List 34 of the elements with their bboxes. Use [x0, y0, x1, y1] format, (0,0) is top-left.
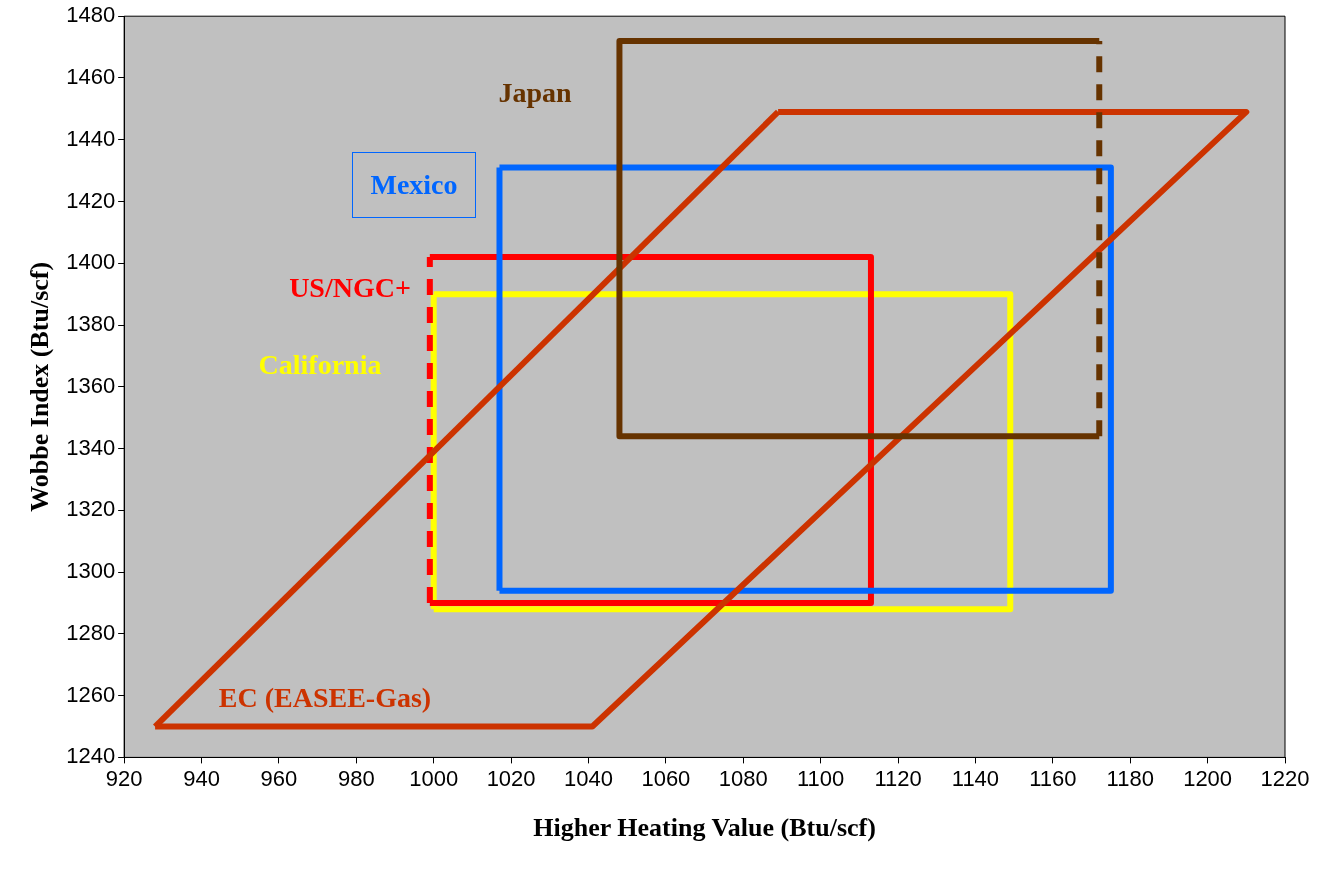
x-tick-label: 1080	[718, 765, 768, 791]
x-tick-label: 980	[337, 765, 375, 791]
y-tick-label: 1260	[66, 681, 116, 707]
x-tick-label: 1160	[1029, 765, 1077, 791]
series-label: Mexico	[352, 152, 476, 218]
y-tick-label: 1360	[66, 372, 116, 398]
y-tick-label: 1280	[66, 619, 116, 645]
x-tick-label: 1100	[797, 765, 845, 791]
series-label: Japan	[498, 77, 572, 109]
y-tick-label: 1420	[66, 187, 116, 213]
x-tick-label: 1000	[409, 765, 459, 791]
text: California	[258, 349, 382, 381]
x-tick-label: 1180	[1106, 765, 1154, 791]
x-tick-label: 1020	[486, 765, 536, 791]
y-tick-label: 1400	[66, 249, 116, 275]
y-tick-label: 1300	[66, 558, 116, 584]
x-tick-label: 1220	[1260, 765, 1310, 791]
y-tick-label: 1440	[66, 125, 116, 151]
x-tick-label: 1200	[1183, 765, 1233, 791]
x-tick-label: 1040	[564, 765, 613, 791]
y-tick-label: 1340	[66, 434, 116, 460]
x-tick-label: 960	[260, 765, 298, 791]
x-tick-label: 1120	[874, 765, 922, 791]
y-tick-label: 1320	[66, 496, 116, 522]
y-tick-label: 1480	[66, 2, 116, 28]
x-tick-label: 940	[183, 765, 220, 791]
y-axis-title: Wobbe Index (Btu/scf)	[25, 261, 55, 512]
y-tick-label: 1380	[66, 311, 116, 337]
x-tick-label: 1140	[951, 765, 1000, 791]
x-axis-title: Higher Heating Value (Btu/scf)	[533, 813, 876, 843]
x-tick-label: 1060	[641, 765, 691, 791]
series-label: US/NGC+	[289, 272, 411, 304]
y-tick-label: 1460	[66, 64, 116, 90]
series-label: EC (EASEE-Gas)	[218, 682, 432, 714]
